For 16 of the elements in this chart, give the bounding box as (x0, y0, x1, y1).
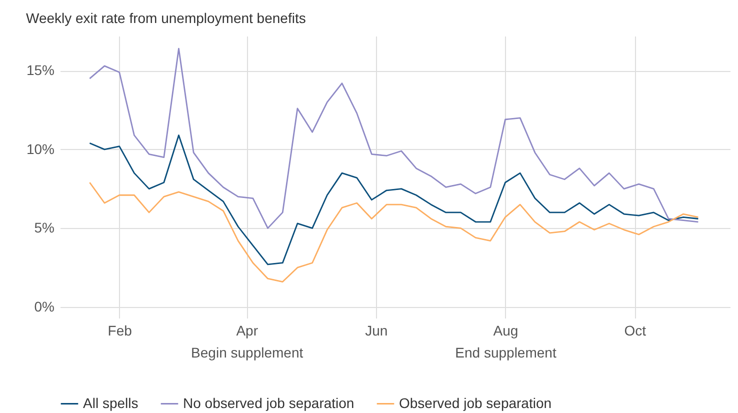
x-tick-label: Oct (624, 322, 646, 338)
legend-label: No observed job separation (183, 394, 354, 411)
line-series (88, 48, 699, 229)
line-series (88, 182, 699, 282)
x-tick-label: Apr Begin supplement (191, 322, 304, 360)
y-tick-label: 10% (26, 140, 54, 157)
x-tick-label: Jun (365, 322, 388, 338)
y-tick-label: 15% (26, 62, 54, 78)
y-tick-label: 0% (34, 298, 54, 314)
y-tick-label: 5% (34, 220, 54, 236)
legend-label: All spells (83, 394, 138, 411)
x-tick-label: Feb (108, 322, 132, 338)
legend-label: Observed job separation (399, 394, 552, 411)
line-series (88, 134, 699, 266)
chart-title: Weekly exit rate from unemployment benefits (26, 10, 306, 26)
x-tick-label: Aug End supplement (455, 322, 556, 360)
